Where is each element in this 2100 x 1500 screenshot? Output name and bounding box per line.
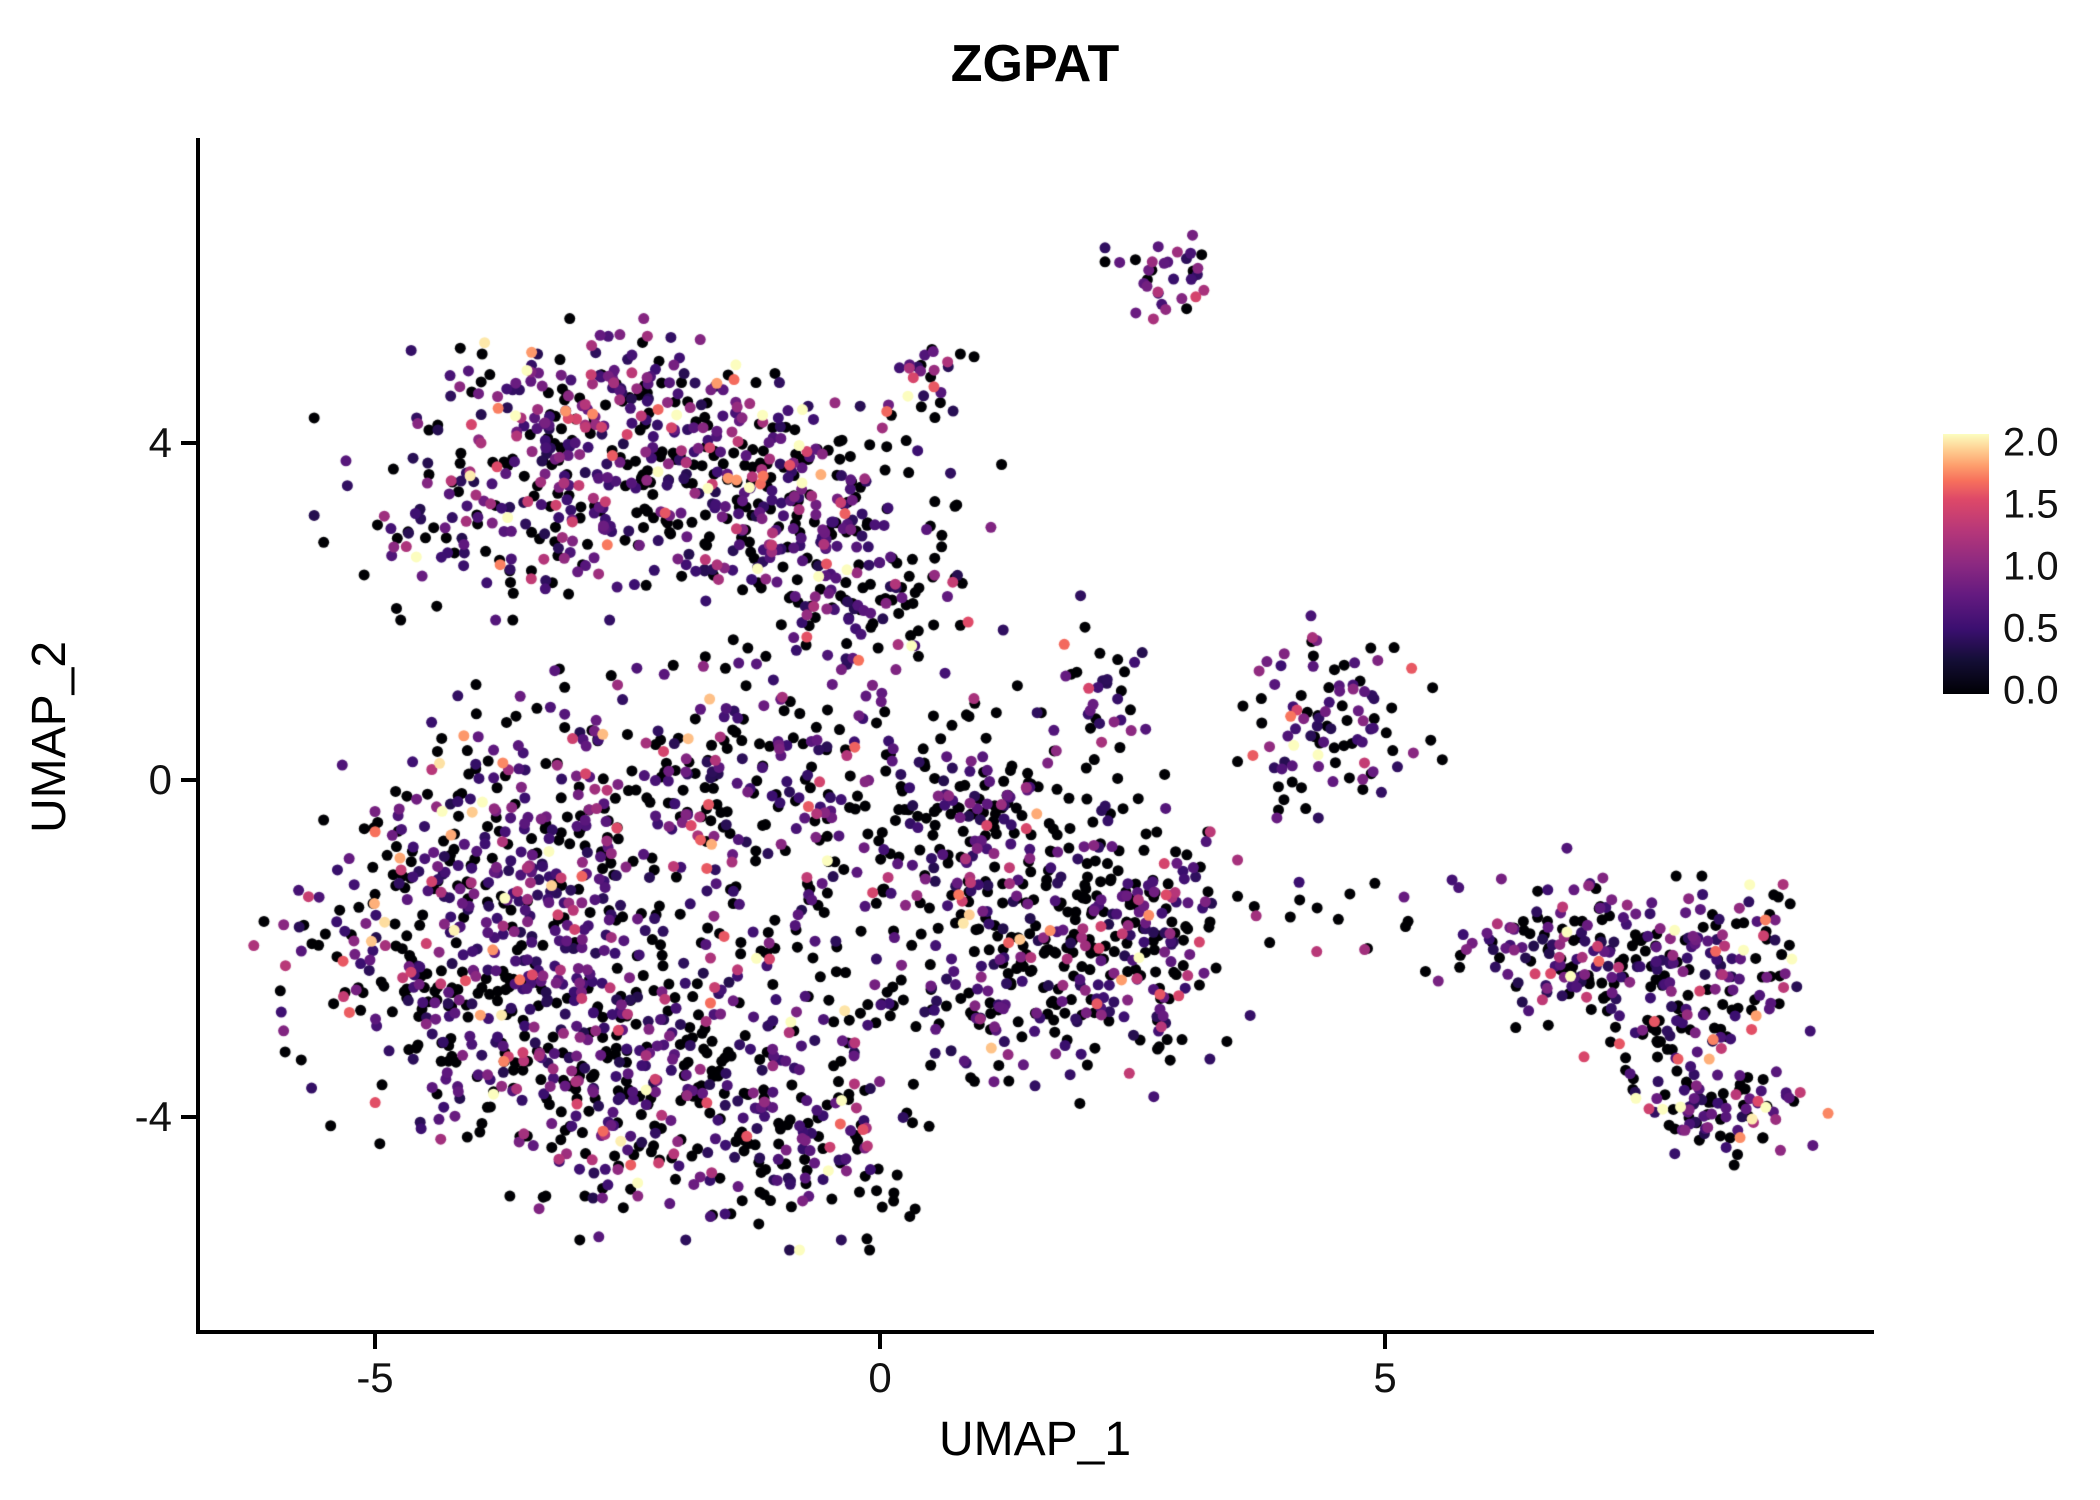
x-tick-label: -5 <box>356 1354 394 1401</box>
x-axis-line <box>196 1330 1874 1334</box>
colorbar-gradient <box>1943 434 1989 694</box>
y-tick-mark <box>181 441 196 445</box>
y-tick-mark <box>181 1115 196 1119</box>
colorbar-legend: 2.0 1.5 1.0 0.5 0.0 <box>1943 421 2100 713</box>
plot-title: ZGPAT <box>950 35 1120 93</box>
y-tick-label: 0 <box>148 756 172 803</box>
colorbar-tick-label: 1.0 <box>2003 544 2059 589</box>
colorbar-tick-label: 0.0 <box>2003 668 2059 713</box>
colorbar-tick-label: 2.0 <box>2003 420 2059 465</box>
x-axis-title: UMAP_1 <box>938 1413 1132 1466</box>
x-tick-mark <box>878 1334 882 1349</box>
x-tick-mark <box>1383 1334 1387 1349</box>
colorbar-tick-label: 1.5 <box>2003 482 2059 527</box>
x-tick-label: 0 <box>868 1354 892 1401</box>
y-axis-line <box>196 138 200 1334</box>
y-tick-mark <box>181 778 196 782</box>
y-tick-label: -4 <box>134 1093 172 1140</box>
colorbar-tick-label: 0.5 <box>2003 606 2059 651</box>
y-tick-label: 4 <box>148 419 172 466</box>
x-tick-mark <box>373 1334 377 1349</box>
x-tick-label: 5 <box>1373 1354 1397 1401</box>
y-axis-title: UMAP_2 <box>23 640 76 834</box>
